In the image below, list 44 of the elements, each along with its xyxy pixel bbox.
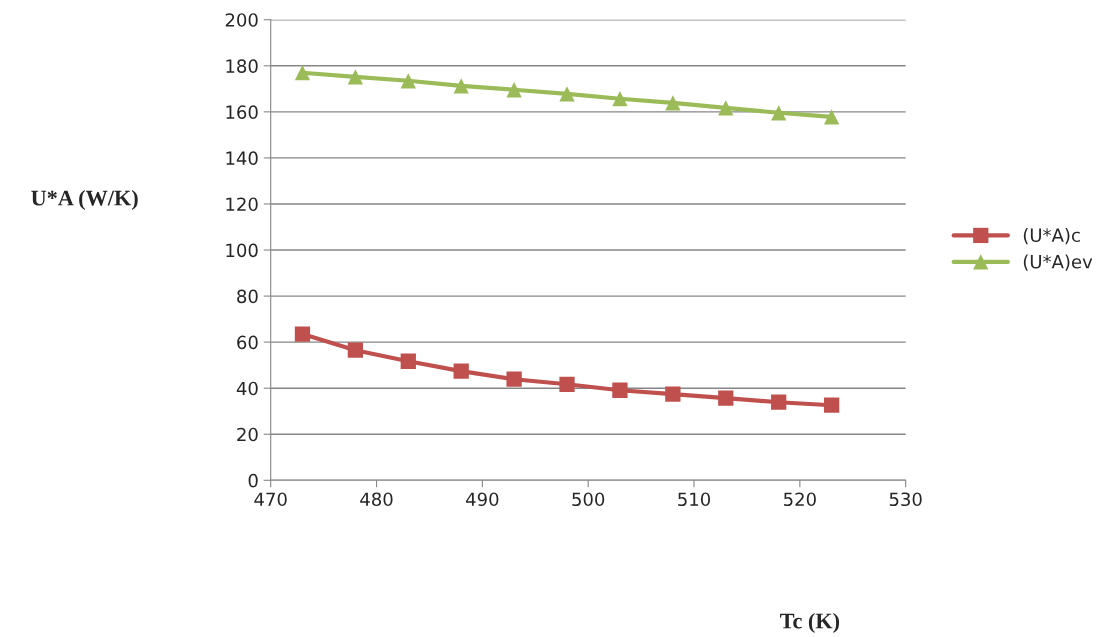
point <box>718 390 734 406</box>
y-tick-label: 0 <box>248 473 258 488</box>
point <box>453 78 469 94</box>
point <box>506 82 522 98</box>
y-tick-label: 60 <box>237 335 258 350</box>
point <box>559 86 575 102</box>
y-tick-label: 140 <box>226 151 258 166</box>
point <box>294 65 311 81</box>
x-tick-label: 490 <box>466 492 499 507</box>
point <box>400 73 416 89</box>
x-tick-label: 530 <box>889 492 922 507</box>
legend-label: (U*A)ev <box>1023 254 1093 271</box>
y-tick-label: 200 <box>225 13 258 27</box>
point <box>559 376 575 392</box>
x-tick-label: 480 <box>360 492 393 507</box>
x-tick-label: 520 <box>784 492 816 507</box>
point <box>400 353 416 369</box>
legend-label: (U*A)c <box>1023 228 1080 245</box>
point <box>294 326 311 342</box>
point <box>612 382 628 398</box>
point <box>665 95 681 111</box>
point <box>771 394 787 410</box>
x-tick-label: 510 <box>678 492 711 507</box>
y-tick-label: 20 <box>237 427 258 442</box>
x-tick-label: 500 <box>572 492 605 507</box>
point <box>453 363 469 379</box>
x-tick-label: 470 <box>254 492 287 507</box>
point <box>612 91 628 107</box>
y-tick-label: 160 <box>226 105 258 119</box>
point <box>718 100 734 116</box>
y-tick-label: 40 <box>236 381 258 396</box>
y-tick-label: 100 <box>226 243 258 258</box>
y-tick-label: 120 <box>226 197 258 212</box>
point <box>823 109 840 125</box>
point <box>771 105 787 121</box>
y-axis-title: U*A (W/K) <box>31 189 138 211</box>
point <box>347 69 364 85</box>
y-tick-label: 80 <box>237 289 258 304</box>
y-tick-label: 180 <box>226 59 258 73</box>
point <box>665 386 681 402</box>
point <box>823 397 840 413</box>
point <box>506 371 522 387</box>
point <box>347 342 364 358</box>
x-axis-title: Tc (K) <box>780 612 840 634</box>
